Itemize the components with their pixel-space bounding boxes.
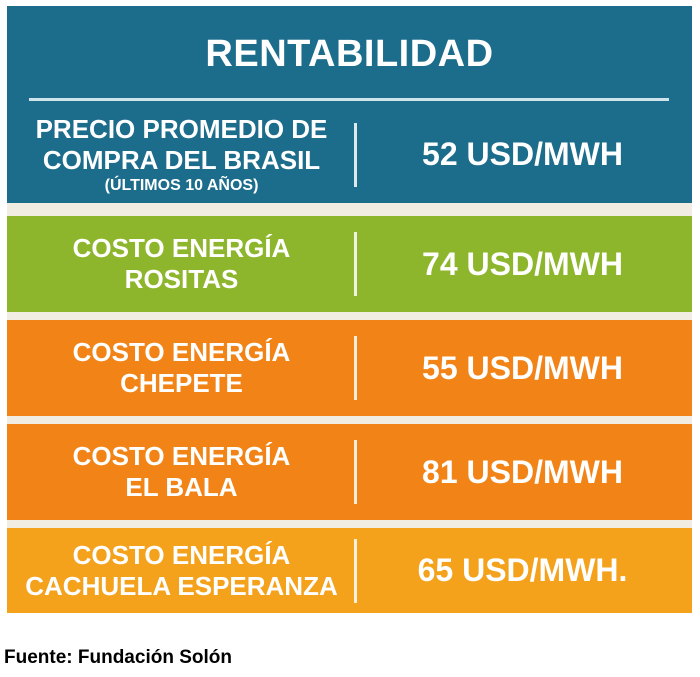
brazil-price-row: PRECIO PROMEDIO DE COMPRA DEL BRASIL (ÚL…: [7, 106, 692, 203]
row-label-line2: CHEPETE: [120, 368, 243, 398]
column-separator: [354, 122, 357, 187]
row-label-line1: COSTO ENERGÍA: [72, 441, 291, 471]
row-el-bala: COSTO ENERGÍA EL BALA 81 USD/MWH: [7, 424, 692, 520]
column-separator: [354, 336, 357, 400]
brazil-label-sub: (ÚLTIMOS 10 AÑOS): [104, 176, 259, 194]
row-cachuela-esperanza: COSTO ENERGÍA CACHUELA ESPERANZA 65 USD/…: [7, 528, 692, 613]
brazil-price-label: PRECIO PROMEDIO DE COMPRA DEL BRASIL (ÚL…: [7, 114, 344, 196]
header-band: RENTABILIDAD PRECIO PROMEDIO DE COMPRA D…: [7, 6, 692, 203]
row-label-line2: EL BALA: [125, 472, 238, 502]
row-label-line1: COSTO ENERGÍA: [72, 337, 291, 367]
row-value: 81 USD/MWH: [422, 453, 623, 490]
row-label-line2: ROSITAS: [124, 264, 239, 294]
row-label-line1: COSTO ENERGÍA: [72, 233, 291, 263]
brazil-label-line2: COMPRA DEL BRASIL: [42, 144, 321, 175]
row-label: COSTO ENERGÍA CHEPETE: [7, 337, 344, 399]
row-value: 74 USD/MWH: [422, 245, 623, 282]
brazil-price-value: 52 USD/MWH: [422, 136, 623, 172]
row-label: COSTO ENERGÍA ROSITAS: [7, 233, 344, 295]
infographic-title: RENTABILIDAD: [205, 33, 494, 75]
row-rositas: COSTO ENERGÍA ROSITAS 74 USD/MWH: [7, 216, 692, 312]
column-separator: [354, 538, 357, 603]
row-value: 55 USD/MWH: [422, 349, 623, 386]
column-separator: [354, 232, 357, 296]
title-divider: [29, 98, 669, 101]
column-separator: [354, 440, 357, 504]
brazil-label-line1: PRECIO PROMEDIO DE: [35, 113, 328, 144]
source-caption: Fuente: Fundación Solón: [4, 647, 232, 668]
row-label: COSTO ENERGÍA EL BALA: [7, 441, 344, 503]
row-label: COSTO ENERGÍA CACHUELA ESPERANZA: [7, 540, 344, 602]
row-chepete: COSTO ENERGÍA CHEPETE 55 USD/MWH: [7, 320, 692, 416]
profitability-infographic: RENTABILIDAD PRECIO PROMEDIO DE COMPRA D…: [7, 6, 692, 613]
row-label-line2: CACHUELA ESPERANZA: [25, 570, 338, 601]
row-label-line1: COSTO ENERGÍA: [72, 539, 291, 570]
row-value: 65 USD/MWH.: [417, 552, 628, 588]
